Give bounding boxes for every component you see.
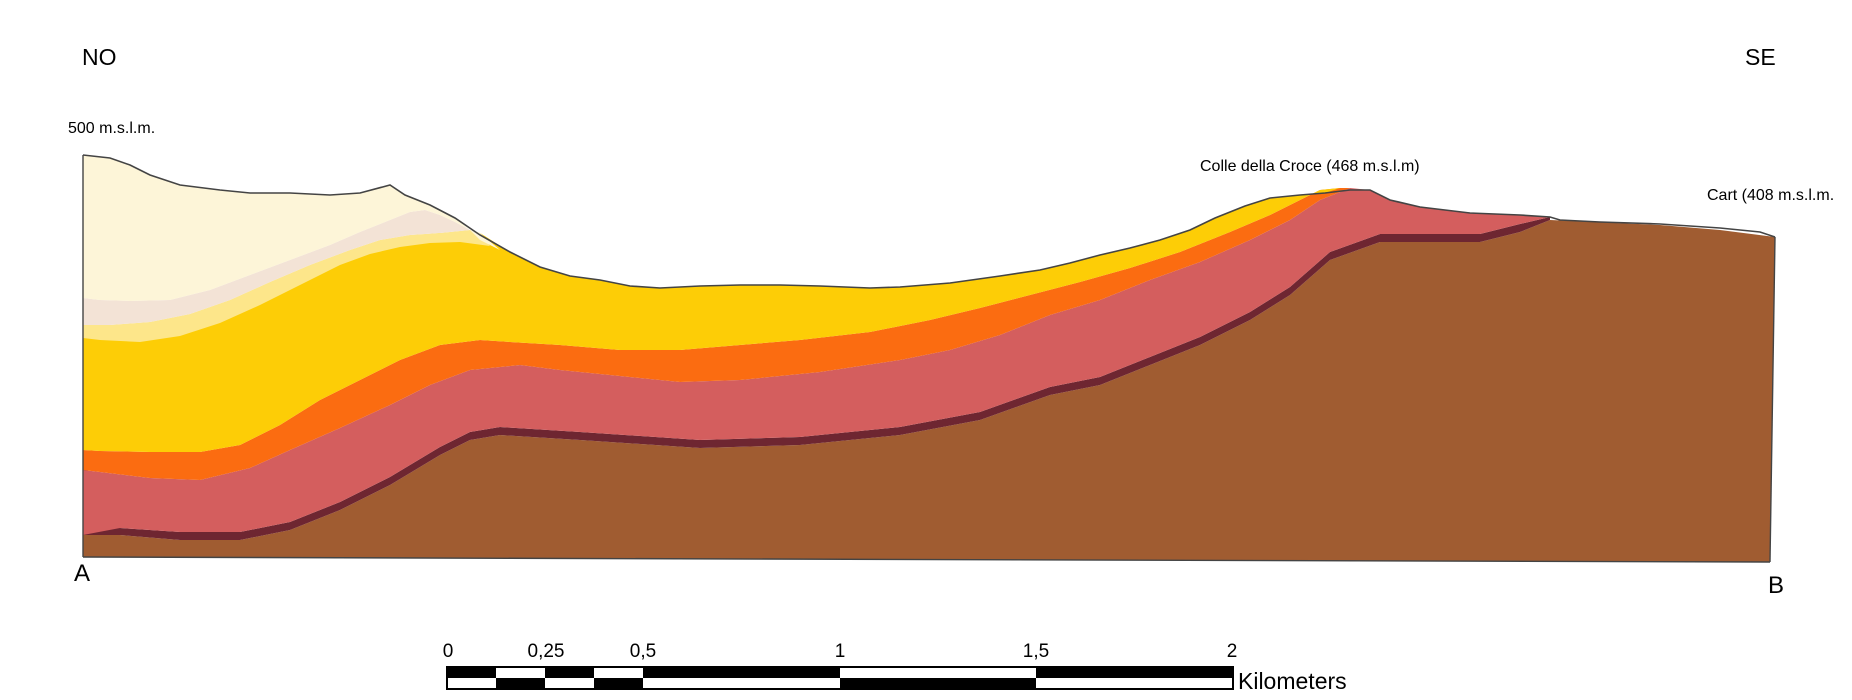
layer-pale-yellow [83, 230, 490, 342]
layer-salmon [83, 188, 1550, 535]
layer-cream [83, 155, 500, 301]
scale-tick: 0 [442, 641, 454, 662]
scale-tick: 2 [1226, 641, 1238, 662]
scale-tick: 1,5 [1022, 641, 1050, 662]
layer-yellow [83, 188, 1340, 452]
layer-pale-pink [83, 210, 470, 325]
base-line [82, 556, 1771, 563]
layer-orange [83, 188, 1350, 480]
scale-tick: 1 [834, 641, 846, 662]
topographic-profile [82, 154, 1776, 289]
scale-tick: 0,5 [629, 641, 657, 662]
peak-label-cart: Cart (408 m.s.l.m. [1707, 187, 1835, 204]
elevation-label: 500 m.s.l.m. [68, 120, 156, 137]
section-point-a: A [74, 560, 91, 587]
scale-unit: Kilometers [1238, 668, 1347, 694]
peak-label-colle-della-croce: Colle della Croce (468 m.s.l.m) [1200, 158, 1420, 175]
orientation-right: SE [1745, 44, 1776, 70]
right-edge [1769, 236, 1776, 563]
orientation-left: NO [82, 44, 117, 70]
section-point-b: B [1768, 572, 1785, 599]
scale-bar [446, 666, 1234, 690]
layer-brown [83, 220, 1775, 562]
scale-tick: 0,25 [527, 641, 565, 662]
